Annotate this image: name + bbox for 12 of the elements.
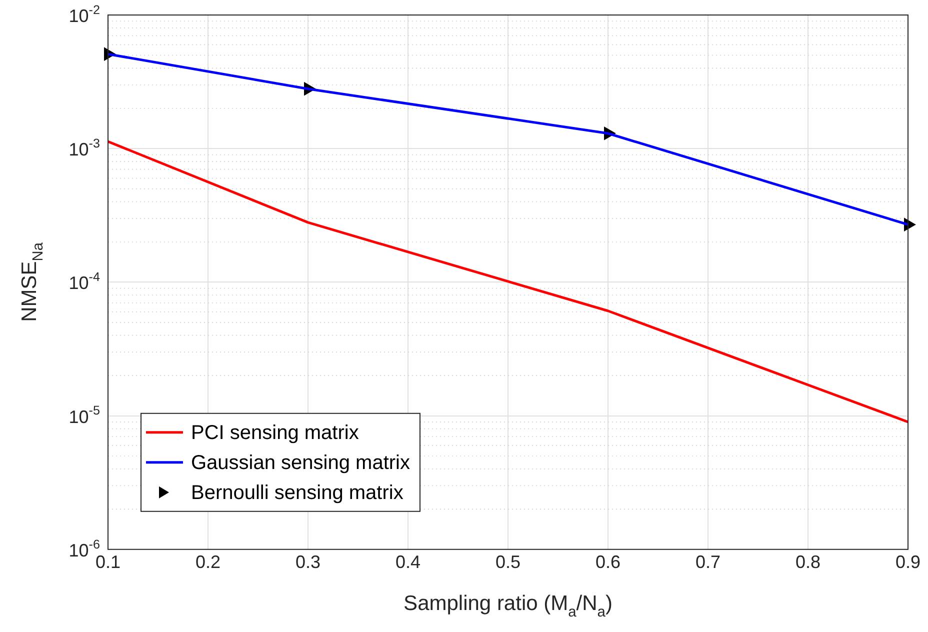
x-tick-label: 0.3 <box>295 552 321 572</box>
legend-label: Gaussian sensing matrix <box>191 452 410 474</box>
x-tick-label: 0.5 <box>495 552 521 572</box>
x-tick-label: 0.8 <box>795 552 821 572</box>
legend-label: Bernoulli sensing matrix <box>191 482 404 504</box>
x-tick-label: 0.9 <box>895 552 921 572</box>
x-tick-label: 0.6 <box>595 552 621 572</box>
x-tick-label: 0.4 <box>395 552 421 572</box>
y-axis-title: NMSENa <box>18 242 46 322</box>
x-tick-label: 0.7 <box>695 552 721 572</box>
x-tick-label: 0.2 <box>195 552 221 572</box>
legend-label: PCI sensing matrix <box>191 422 359 444</box>
